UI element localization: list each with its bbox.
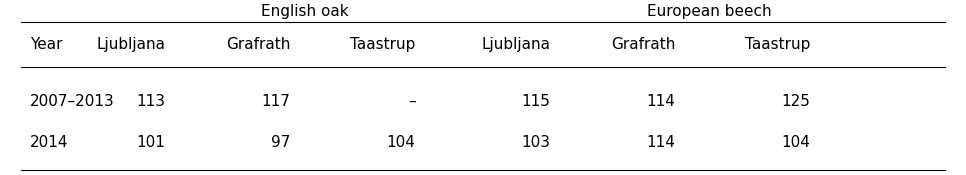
Text: Ljubljana: Ljubljana xyxy=(97,37,165,52)
Text: 114: 114 xyxy=(647,135,675,150)
Text: 104: 104 xyxy=(386,135,415,150)
Text: 114: 114 xyxy=(647,94,675,109)
Text: 2014: 2014 xyxy=(30,135,69,150)
Text: 125: 125 xyxy=(781,94,810,109)
Text: 113: 113 xyxy=(136,94,165,109)
Text: 101: 101 xyxy=(136,135,165,150)
Text: –: – xyxy=(408,94,415,109)
Text: 2007–2013: 2007–2013 xyxy=(30,94,115,109)
Text: Taastrup: Taastrup xyxy=(351,37,415,52)
Text: English oak: English oak xyxy=(261,4,349,19)
Text: Grafrath: Grafrath xyxy=(226,37,291,52)
Text: 97: 97 xyxy=(271,135,291,150)
Text: Grafrath: Grafrath xyxy=(611,37,675,52)
Text: European beech: European beech xyxy=(647,4,772,19)
Text: 117: 117 xyxy=(262,94,291,109)
Text: Year: Year xyxy=(30,37,63,52)
Text: Taastrup: Taastrup xyxy=(745,37,810,52)
Text: 115: 115 xyxy=(522,94,551,109)
Text: Ljubljana: Ljubljana xyxy=(481,37,551,52)
Text: 104: 104 xyxy=(781,135,810,150)
Text: 103: 103 xyxy=(522,135,551,150)
